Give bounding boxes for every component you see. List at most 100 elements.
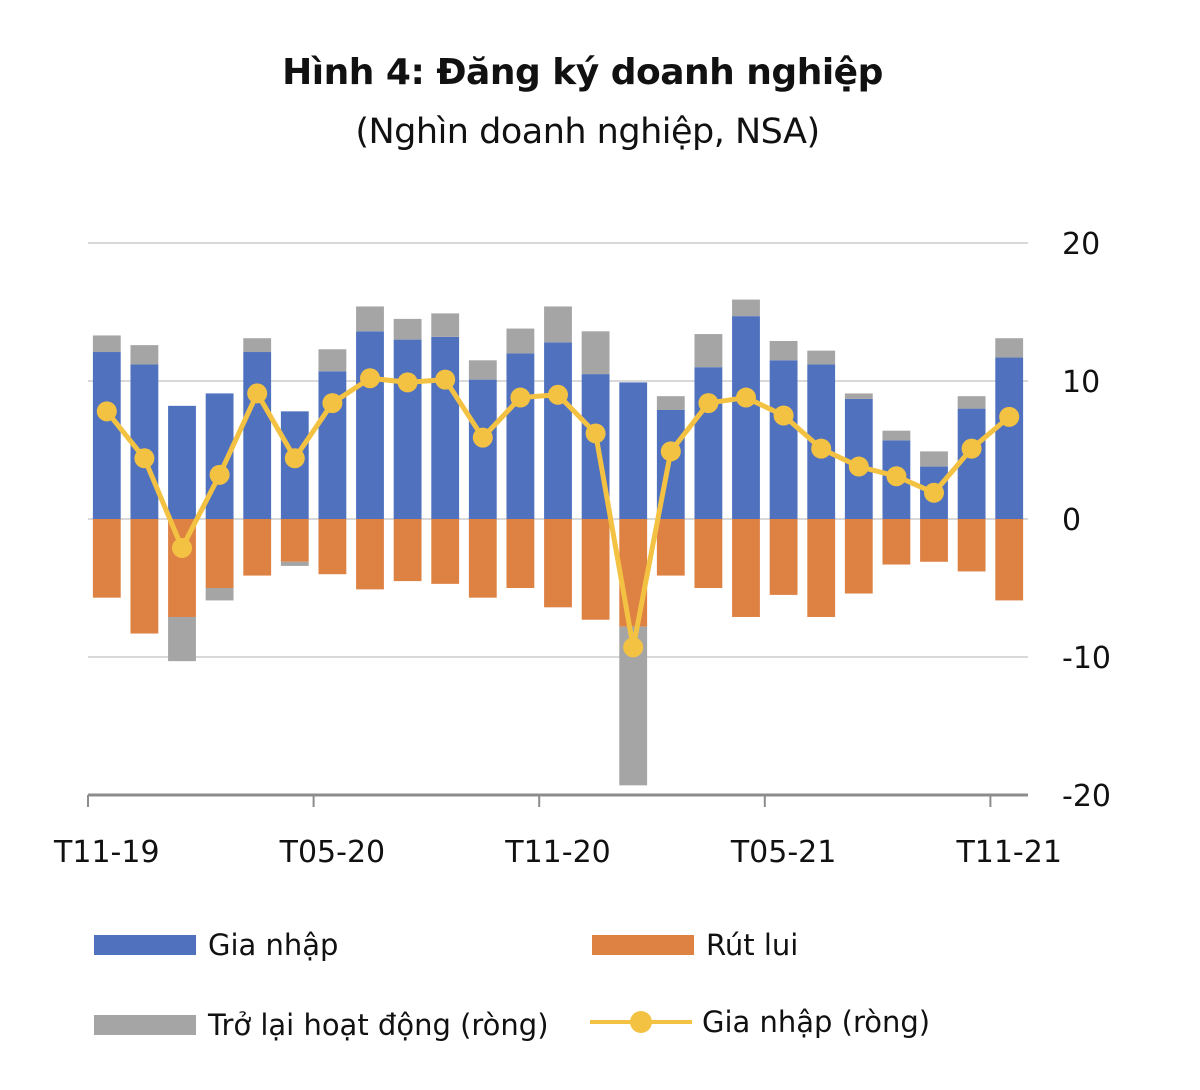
- bar-tro-lai: [882, 430, 911, 441]
- line-point: [698, 393, 719, 414]
- y-tick-label: -10: [1062, 641, 1111, 676]
- bar-gia-nhap: [995, 357, 1024, 519]
- bar-rut-lui: [882, 519, 911, 565]
- line-point: [134, 448, 155, 469]
- bar-rut-lui: [468, 519, 497, 598]
- bar-marks: [92, 299, 1024, 786]
- bar-gia-nhap: [506, 353, 535, 519]
- bar-gia-nhap: [544, 342, 572, 519]
- line-point: [209, 464, 230, 485]
- legend-item-gia-nhap-rong: Gia nhập (ròng): [590, 1005, 930, 1039]
- bar-rut-lui: [619, 519, 648, 627]
- bar-tro-lai: [243, 338, 272, 353]
- bar-tro-lai: [318, 349, 347, 372]
- bar-rut-lui: [807, 519, 836, 617]
- line-point: [585, 423, 606, 444]
- bar-rut-lui: [995, 519, 1024, 601]
- bar-rut-lui: [393, 519, 422, 582]
- bar-gia-nhap: [732, 316, 760, 519]
- line-point: [435, 369, 456, 390]
- bar-tro-lai: [732, 299, 760, 317]
- line-point: [284, 448, 305, 469]
- y-axis: 20 10 0 -10 -20: [1062, 227, 1111, 814]
- legend-item-rut-lui: Rút lui: [592, 928, 798, 962]
- bar-rut-lui: [581, 519, 610, 620]
- bar-tro-lai: [581, 331, 610, 375]
- line-point: [811, 438, 832, 459]
- legend-swatch-blue: [94, 935, 196, 955]
- line-point: [886, 466, 907, 487]
- bar-rut-lui: [92, 519, 121, 598]
- bar-tro-lai: [130, 345, 159, 365]
- bar-rut-lui: [920, 519, 948, 562]
- bar-rut-lui: [732, 519, 760, 617]
- bar-tro-lai: [393, 318, 422, 340]
- bar-rut-lui: [243, 519, 272, 576]
- legend-item-tro-lai: Trở lại hoạt động (ròng): [94, 1008, 549, 1042]
- bar-rut-lui: [431, 519, 460, 584]
- net-entry-line: [96, 368, 1020, 658]
- chart-title: Hình 4: Đăng ký doanh nghiệp: [282, 52, 883, 93]
- bar-tro-lai: [356, 306, 384, 332]
- bar-tro-lai: [468, 360, 497, 380]
- legend-item-gia-nhap: Gia nhập: [94, 928, 338, 962]
- bar-gia-nhap: [92, 352, 121, 519]
- line-point: [510, 387, 531, 408]
- bar-gia-nhap: [694, 367, 723, 519]
- bar-rut-lui: [769, 519, 798, 595]
- y-tick-label: -20: [1062, 779, 1111, 814]
- bar-rut-lui: [656, 519, 685, 576]
- line-point: [848, 456, 869, 477]
- bar-tro-lai: [168, 616, 196, 662]
- line-point: [548, 384, 568, 405]
- line-point: [172, 537, 192, 558]
- bar-tro-lai: [769, 340, 798, 361]
- line-point: [999, 406, 1020, 427]
- legend-swatch-gray: [94, 1015, 196, 1035]
- line-point: [322, 393, 343, 414]
- y-tick-label: 20: [1062, 227, 1100, 262]
- bar-gia-nhap: [393, 339, 422, 519]
- bar-tro-lai: [957, 396, 986, 409]
- bar-rut-lui: [130, 519, 159, 634]
- y-tick-label: 0: [1062, 503, 1081, 538]
- y-tick-label: 10: [1062, 365, 1100, 400]
- bar-rut-lui: [205, 519, 234, 588]
- line-point: [397, 372, 418, 393]
- bar-tro-lai: [807, 350, 836, 365]
- bar-gia-nhap: [243, 352, 272, 519]
- bar-tro-lai: [205, 588, 234, 601]
- bar-tro-lai: [431, 313, 460, 337]
- x-tick-label: T05-20: [279, 835, 386, 870]
- legend-label: Rút lui: [706, 928, 799, 962]
- bar-rut-lui: [694, 519, 723, 588]
- legend-swatch-orange: [592, 935, 694, 955]
- line-point: [472, 427, 493, 448]
- bar-tro-lai: [694, 334, 723, 368]
- bar-gia-nhap: [356, 331, 384, 519]
- legend-label: Gia nhập (ròng): [702, 1005, 931, 1039]
- bar-tro-lai: [995, 338, 1024, 358]
- bar-tro-lai: [506, 328, 535, 354]
- legend-label: Gia nhập: [208, 928, 339, 962]
- legend-swatch-line: [590, 1007, 692, 1037]
- bar-gia-nhap: [431, 336, 460, 519]
- line-point: [961, 438, 982, 459]
- bar-gia-nhap: [130, 364, 159, 519]
- bar-tro-lai: [844, 393, 873, 399]
- line-point: [660, 441, 681, 462]
- chart-subtitle: (Nghìn doanh nghiệp, NSA): [355, 112, 820, 152]
- bar-tro-lai: [280, 561, 309, 566]
- bar-tro-lai: [656, 396, 685, 410]
- x-axis: T11-19 T05-20 T11-20 T05-21 T11-21: [53, 793, 1062, 870]
- x-tick-label: T11-20: [504, 835, 611, 870]
- bar-rut-lui: [544, 519, 572, 608]
- bar-rut-lui: [844, 519, 873, 594]
- x-tick-label: T11-21: [955, 835, 1062, 870]
- bar-rut-lui: [356, 519, 384, 590]
- x-tick-label: T05-21: [730, 835, 837, 870]
- bar-tro-lai: [544, 306, 572, 343]
- bar-gia-nhap: [769, 360, 798, 519]
- bar-gia-nhap: [468, 379, 497, 519]
- line-point: [773, 405, 794, 426]
